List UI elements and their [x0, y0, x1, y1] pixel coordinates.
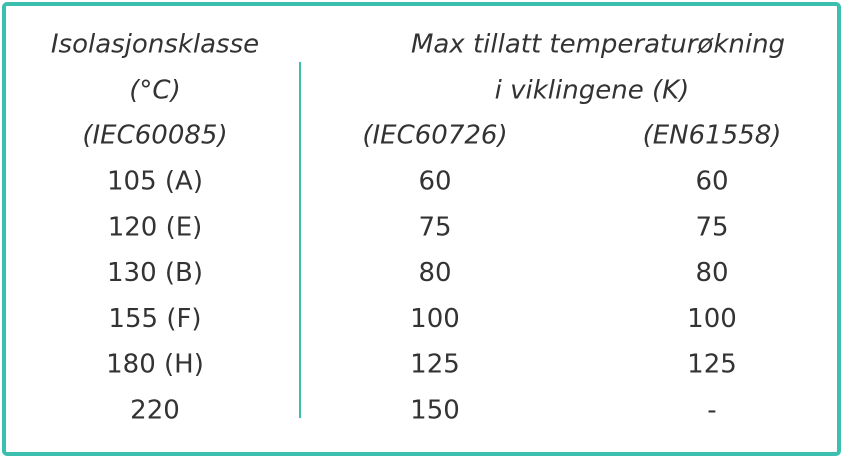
- cell: 155 (F): [108, 304, 201, 334]
- subheader: (IEC60726): [362, 121, 507, 151]
- header: Isolasjonsklasse: [51, 30, 259, 60]
- cell: 120 (E): [108, 212, 203, 242]
- cell: 220: [130, 396, 180, 426]
- cell: 180 (H): [106, 350, 204, 380]
- header: (IEC60085): [82, 121, 227, 151]
- cell: 75: [695, 212, 728, 242]
- cell: -: [707, 396, 716, 426]
- cell: 100: [687, 304, 737, 334]
- cell: 75: [418, 212, 451, 242]
- header: (°C): [129, 76, 180, 106]
- cell: 80: [418, 258, 451, 288]
- header: i viklingene (K): [495, 76, 690, 106]
- cell: 60: [695, 167, 728, 197]
- header: Max tillatt temperaturøkning: [411, 30, 785, 60]
- cell: 100: [410, 304, 460, 334]
- cell: 105 (A): [107, 167, 203, 197]
- subheader: (EN61558): [643, 121, 782, 151]
- cell: 125: [410, 350, 460, 380]
- cell: 150: [410, 396, 460, 426]
- cell: 130 (B): [107, 258, 203, 288]
- cell: 60: [418, 167, 451, 197]
- cell: 80: [695, 258, 728, 288]
- frame: [2, 2, 841, 456]
- cell: 125: [687, 350, 737, 380]
